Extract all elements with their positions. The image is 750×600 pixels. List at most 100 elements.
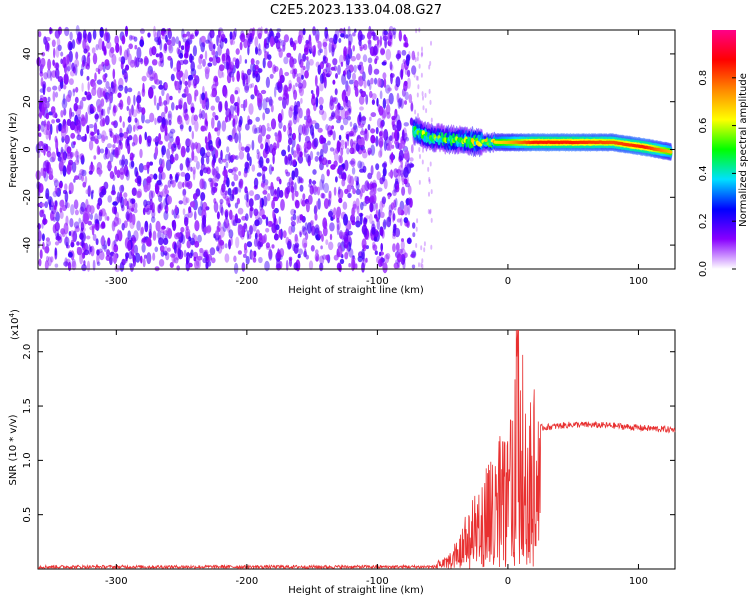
noise-speckle	[315, 34, 320, 44]
noise-speckle	[389, 135, 393, 142]
noise-speckle	[114, 165, 118, 175]
noise-speckle	[73, 125, 79, 132]
noise-speckle	[333, 33, 338, 45]
noise-speckle	[183, 101, 188, 114]
noise-speckle	[74, 209, 79, 216]
noise-speckle	[115, 233, 119, 242]
x-tick-label: -300	[105, 576, 128, 587]
noise-speckle	[361, 262, 365, 273]
noise-speckle	[312, 180, 317, 185]
noise-speckle	[338, 197, 343, 204]
noise-speckle	[86, 75, 90, 81]
noise-speckle	[191, 55, 195, 61]
noise-speckle	[291, 61, 295, 71]
noise-speckle	[175, 105, 179, 111]
noise-speckle	[292, 68, 296, 79]
colorbar: 0.00.20.40.60.8 Normalized spectral ampl…	[698, 30, 749, 277]
noise-speckle	[59, 199, 65, 208]
noise-speckle	[72, 89, 76, 97]
noise-speckle	[183, 113, 189, 121]
noise-speckle	[208, 57, 213, 62]
noise-speckle	[232, 76, 235, 82]
noise-speckle	[272, 154, 275, 165]
noise-speckle	[64, 191, 69, 203]
noise-speckle	[171, 209, 174, 216]
noise-speckle	[346, 147, 350, 155]
noise-speckle	[354, 87, 359, 98]
noise-speckle	[379, 177, 385, 185]
noise-speckle	[224, 190, 228, 196]
noise-speckle	[375, 135, 379, 147]
noise-speckle	[205, 39, 210, 44]
noise-speckle	[370, 134, 376, 144]
noise-speckle	[263, 195, 268, 207]
noise-speckle	[248, 103, 254, 115]
noise-speckle	[237, 223, 241, 236]
noise-speckle	[40, 167, 44, 177]
noise-speckle	[194, 220, 200, 232]
noise-speckle	[100, 223, 106, 230]
noise-speckle	[279, 189, 284, 198]
noise-speckle	[268, 164, 273, 175]
noise-speckle	[292, 42, 297, 51]
noise-speckle	[146, 237, 152, 247]
noise-speckle	[141, 243, 146, 253]
noise-speckle	[153, 173, 158, 180]
noise-speckle	[373, 45, 378, 56]
noise-speckle	[254, 64, 259, 70]
noise-speckle	[200, 192, 206, 201]
noise-speckle	[80, 221, 85, 232]
noise-speckle	[106, 216, 110, 221]
noise-speckle	[314, 155, 319, 162]
noise-speckle	[257, 92, 263, 104]
noise-speckle	[334, 150, 339, 162]
noise-speckle	[298, 52, 302, 65]
noise-speckle	[277, 79, 282, 88]
noise-speckle	[202, 85, 205, 95]
noise-speckle	[149, 112, 155, 123]
noise-speckle	[205, 98, 210, 111]
noise-speckle	[101, 234, 105, 246]
noise-speckle	[60, 58, 63, 65]
noise-speckle	[134, 117, 138, 123]
noise-speckle	[418, 179, 421, 185]
noise-speckle	[393, 262, 399, 270]
noise-speckle	[148, 231, 152, 239]
noise-speckle	[400, 160, 404, 168]
noise-speckle	[264, 28, 268, 34]
noise-speckle	[81, 169, 87, 177]
noise-speckle	[149, 76, 154, 82]
noise-speckle	[147, 32, 151, 38]
noise-speckle	[314, 213, 318, 221]
noise-speckle	[292, 213, 297, 221]
noise-speckle	[143, 199, 148, 208]
noise-speckle	[142, 258, 146, 268]
noise-speckle	[332, 58, 338, 66]
noise-speckle	[248, 83, 253, 89]
noise-speckle	[139, 148, 143, 159]
noise-speckle	[323, 221, 328, 230]
noise-speckle	[181, 72, 186, 85]
noise-speckle	[407, 185, 412, 195]
noise-speckle	[190, 249, 194, 257]
noise-speckle	[246, 229, 250, 240]
noise-speckle	[339, 28, 344, 34]
noise-speckle	[126, 136, 130, 147]
noise-speckle	[154, 117, 157, 126]
noise-speckle	[347, 115, 351, 121]
noise-speckle	[186, 251, 190, 263]
noise-speckle	[414, 57, 417, 63]
noise-speckle	[118, 84, 124, 92]
noise-speckle	[158, 95, 162, 107]
noise-speckle	[154, 145, 159, 157]
noise-speckle	[327, 70, 332, 76]
noise-speckle	[58, 182, 62, 192]
noise-speckle	[199, 178, 205, 190]
y-tick-label: 40	[22, 48, 33, 61]
noise-speckle	[286, 52, 292, 58]
noise-speckle	[319, 179, 323, 191]
noise-speckle	[242, 74, 246, 87]
noise-speckle	[123, 192, 128, 198]
noise-speckle	[180, 45, 185, 51]
noise-speckle	[257, 48, 262, 56]
